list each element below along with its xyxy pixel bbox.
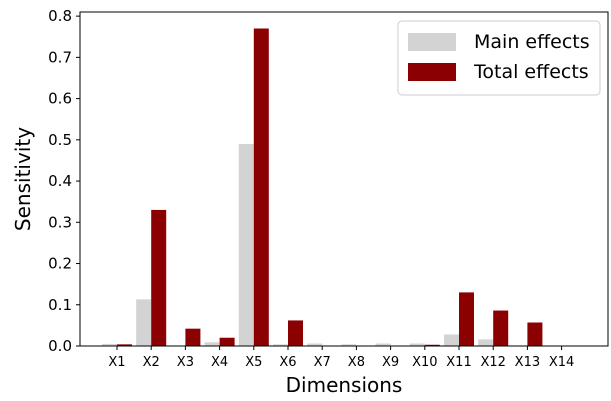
bar-main-x8 (341, 344, 357, 346)
x-tick-label: X7 (314, 355, 331, 370)
x-axis: X1 X2 X3 X4 X5 X6 X7 X8 X9 X10 X11 X12 X13 X14 (108, 346, 574, 370)
bar-main-x11 (444, 334, 459, 346)
bar-main-x7 (307, 343, 323, 346)
x-tick-label: X4 (211, 355, 228, 370)
bar-total-x6 (288, 320, 303, 346)
legend-label-total: Total effects (473, 61, 589, 83)
y-tick-label: 0.4 (48, 172, 72, 190)
y-axis-title: Sensitivity (11, 127, 35, 231)
legend-swatch-total (408, 63, 456, 81)
bar-total-x2 (151, 209, 167, 346)
y-tick-label: 0.6 (48, 90, 72, 108)
bar-main-x5 (238, 143, 254, 346)
y-tick-label: 0.3 (48, 213, 72, 231)
x-tick-label: X5 (245, 355, 262, 370)
y-tick-label: 0.8 (48, 7, 72, 25)
bar-total-x10 (424, 344, 440, 346)
y-tick-label: 0.2 (48, 255, 72, 273)
y-axis: 0.0 0.1 0.2 0.3 0.4 0.5 0.6 0.7 0.8 (48, 7, 80, 355)
y-tick-label: 0.7 (48, 48, 72, 66)
x-tick-label: X6 (279, 355, 296, 370)
x-tick-label: X14 (549, 355, 574, 370)
x-tick-label: X10 (412, 355, 437, 370)
bar-total-x3 (185, 328, 201, 346)
plot-frame (79, 11, 609, 347)
legend-label-main: Main effects (474, 31, 590, 53)
bar-total-x4 (219, 337, 235, 346)
x-tick-label: X2 (143, 355, 160, 370)
bar-total-x5 (253, 28, 269, 347)
bar-main-x1 (102, 343, 117, 346)
bar-total-x11 (459, 292, 474, 346)
x-tick-label: X9 (382, 355, 399, 370)
y-tick-label: 0.0 (48, 337, 72, 355)
legend: Main effects Total effects (397, 20, 601, 96)
bar-main-x4 (204, 342, 220, 346)
bars-group (102, 28, 543, 347)
bar-total-x12 (493, 310, 509, 346)
x-axis-title: Dimensions (286, 373, 403, 397)
x-tick-label: X11 (446, 355, 471, 370)
x-tick-label: X1 (108, 355, 125, 370)
bar-total-x1 (117, 344, 132, 346)
y-tick-label: 0.1 (48, 296, 72, 314)
legend-swatch-main (408, 33, 456, 51)
bar-main-x12 (478, 339, 494, 346)
x-tick-label: X3 (177, 355, 194, 370)
x-tick-label: X8 (348, 355, 365, 370)
bar-main-x10 (409, 343, 425, 346)
x-tick-label: X12 (480, 355, 505, 370)
bar-total-x13 (527, 322, 543, 346)
bar-main-x9 (375, 343, 391, 346)
y-tick-label: 0.5 (48, 131, 72, 149)
bar-main-x2 (136, 299, 152, 346)
x-tick-label: X13 (515, 355, 540, 370)
bar-main-x6 (273, 344, 288, 346)
